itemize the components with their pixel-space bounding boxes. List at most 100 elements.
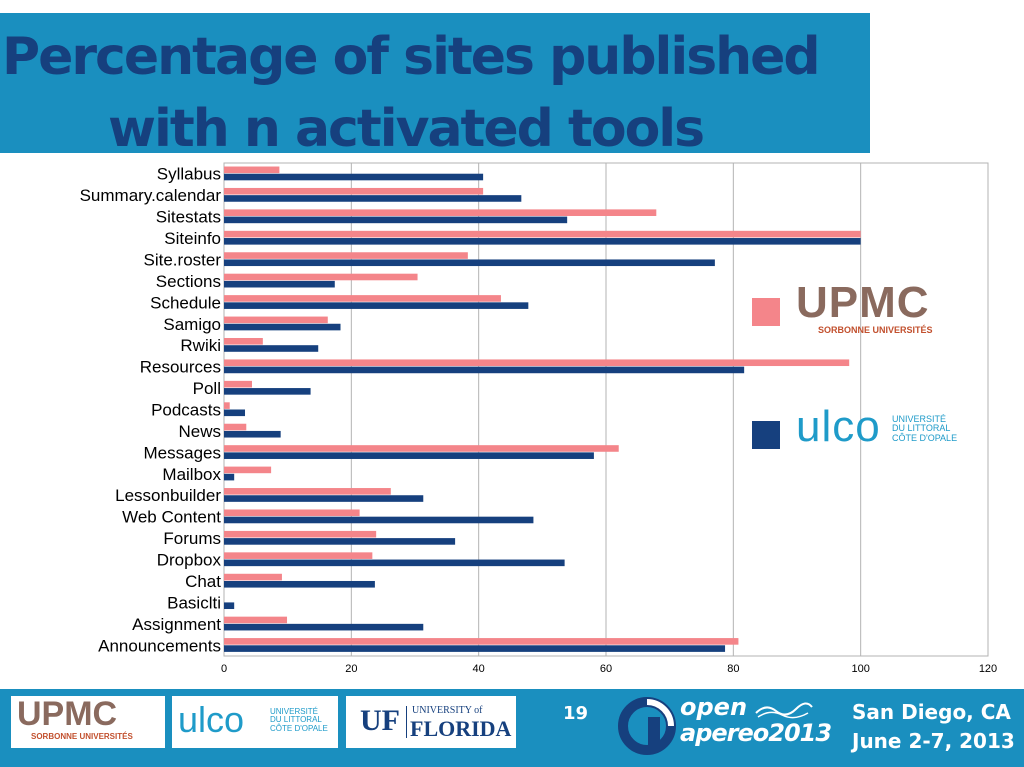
- bar-upmc: [224, 209, 657, 216]
- bar-ulco: [224, 323, 341, 331]
- footer-ulco-word: ulco: [178, 699, 245, 740]
- bar-upmc: [224, 166, 280, 174]
- footer-upmc-word: UPMC: [17, 695, 118, 733]
- category-label: Samigo: [163, 315, 221, 334]
- category-label: Schedule: [150, 293, 221, 312]
- upmc-logo-word: UPMC: [796, 278, 930, 327]
- bar-upmc: [224, 273, 418, 281]
- category-label: Summary.calendar: [80, 186, 222, 205]
- legend-swatch-ulco: [752, 421, 780, 449]
- bar-ulco: [224, 388, 311, 395]
- apereo-name-text: apereo2013: [680, 719, 832, 747]
- category-label: Poll: [193, 379, 221, 398]
- footer-bar: UPMC SORBONNE UNIVERSITÉS ulco UNIVERSIT…: [0, 689, 1024, 767]
- x-tick-label: 100: [851, 663, 869, 675]
- footer-logo-uf: UF UNIVERSITY of FLORIDA: [346, 696, 516, 748]
- category-labels: Syllabus Summary.calendar Sitestats Siteinf…: [80, 165, 222, 656]
- category-label: News: [178, 422, 221, 441]
- ulco-sub-line-2: DU LITTORAL: [892, 423, 951, 434]
- bar-upmc: [224, 445, 619, 452]
- x-tick-label: 0: [221, 663, 227, 675]
- category-label: Resources: [140, 358, 221, 377]
- bar-ulco: [224, 302, 529, 309]
- bar-ulco: [224, 580, 375, 588]
- page-number: 19: [563, 703, 589, 724]
- upmc-logo-subtitle: SORBONNE UNIVERSITÉS: [818, 325, 933, 335]
- bar-upmc: [224, 488, 391, 495]
- bar-upmc: [224, 573, 282, 581]
- x-tick-label: 40: [473, 663, 485, 675]
- bar-upmc: [224, 638, 739, 645]
- footer-upmc-subtitle: SORBONNE UNIVERSITÉS: [31, 732, 133, 741]
- bar-chart: Syllabus Summary.calendar Sitestats Siteinf…: [80, 162, 997, 675]
- bar-ulco: [224, 409, 246, 417]
- bar-ulco: [224, 216, 568, 224]
- category-label: Sections: [156, 272, 221, 291]
- footer-logo-apereo: open apereo2013: [618, 693, 832, 757]
- bar-upmc: [224, 337, 263, 345]
- bar-ulco: [224, 495, 424, 502]
- category-label: Chat: [185, 572, 221, 591]
- category-label: Web Content: [122, 508, 221, 527]
- bar-ulco: [224, 345, 319, 352]
- bar-ulco: [224, 602, 235, 610]
- x-tick-label: 80: [727, 663, 739, 675]
- category-label: Podcasts: [151, 401, 221, 420]
- legend-logo-upmc: UPMC SORBONNE UNIVERSITÉS: [796, 281, 956, 339]
- uf-small-text: UNIVERSITY of: [412, 705, 483, 716]
- title-line-1: Percentage of sites published: [2, 27, 821, 87]
- bar-upmc: [224, 509, 360, 517]
- x-tick-labels: 0 20 40 60 80 100 120: [221, 663, 997, 675]
- category-label: Assignment: [132, 615, 221, 634]
- category-label: Sitestats: [156, 208, 221, 227]
- bar-upmc: [224, 423, 247, 431]
- ulco-logo-word: ulco: [796, 402, 881, 451]
- bar-ulco: [224, 195, 522, 202]
- bar-upmc: [224, 230, 861, 238]
- bar-upmc: [224, 402, 230, 409]
- footer-ulco-sub-2: DU LITTORAL: [270, 715, 322, 725]
- ulco-sub-line-1: UNIVERSITÉ: [892, 414, 947, 424]
- bar-ulco: [224, 430, 281, 438]
- footer-logo-ulco: ulco UNIVERSITÉ DU LITTORAL CÔTE D'OPALE: [172, 696, 338, 748]
- x-tick-label: 120: [979, 663, 997, 675]
- ulco-sub-line-3: CÔTE D'OPALE: [892, 432, 958, 443]
- category-label: Site.roster: [144, 250, 222, 269]
- footer-ulco-sub-1: UNIVERSITÉ: [270, 707, 319, 716]
- bar-upmc: [224, 187, 484, 195]
- uf-mark: UF: [360, 704, 400, 737]
- bar-upmc: [224, 316, 328, 324]
- legend-logo-ulco: ulco UNIVERSITÉ DU LITTORAL CÔTE D'OPALE: [796, 405, 961, 455]
- bar-ulco: [224, 280, 335, 288]
- bar-upmc: [224, 380, 253, 388]
- bar-ulco: [224, 473, 235, 481]
- bar-upmc: [224, 359, 850, 367]
- bar-ulco: [224, 559, 565, 567]
- bar-ulco: [224, 623, 424, 631]
- apereo-wave-icon: [755, 702, 813, 719]
- category-label: Forums: [163, 529, 221, 548]
- bars-layer: [224, 166, 861, 652]
- apereo-swirl-icon: [618, 697, 676, 755]
- category-label: Lessonbuilder: [115, 486, 221, 505]
- category-label: Mailbox: [162, 465, 221, 484]
- uf-divider: [406, 706, 407, 738]
- uf-big-text: FLORIDA: [410, 716, 512, 741]
- category-label: Basiclti: [167, 593, 221, 612]
- bar-upmc: [224, 466, 272, 474]
- bar-upmc: [224, 252, 468, 259]
- bar-upmc: [224, 295, 501, 302]
- title-line-2: with n activated tools: [108, 99, 705, 159]
- bar-ulco: [224, 538, 456, 545]
- ulco-logo-subtitle: UNIVERSITÉ DU LITTORAL CÔTE D'OPALE: [892, 414, 958, 443]
- footer-ulco-subtitle: UNIVERSITÉ DU LITTORAL CÔTE D'OPALE: [270, 707, 328, 733]
- event-dates: June 2-7, 2013: [852, 729, 1015, 753]
- x-tick-label: 20: [345, 663, 357, 675]
- bar-upmc: [224, 552, 373, 559]
- bar-ulco: [224, 366, 745, 374]
- bar-ulco: [224, 645, 726, 652]
- category-label: Siteinfo: [164, 229, 221, 248]
- bar-upmc: [224, 616, 288, 624]
- bar-ulco: [224, 516, 534, 524]
- bar-ulco: [224, 452, 594, 459]
